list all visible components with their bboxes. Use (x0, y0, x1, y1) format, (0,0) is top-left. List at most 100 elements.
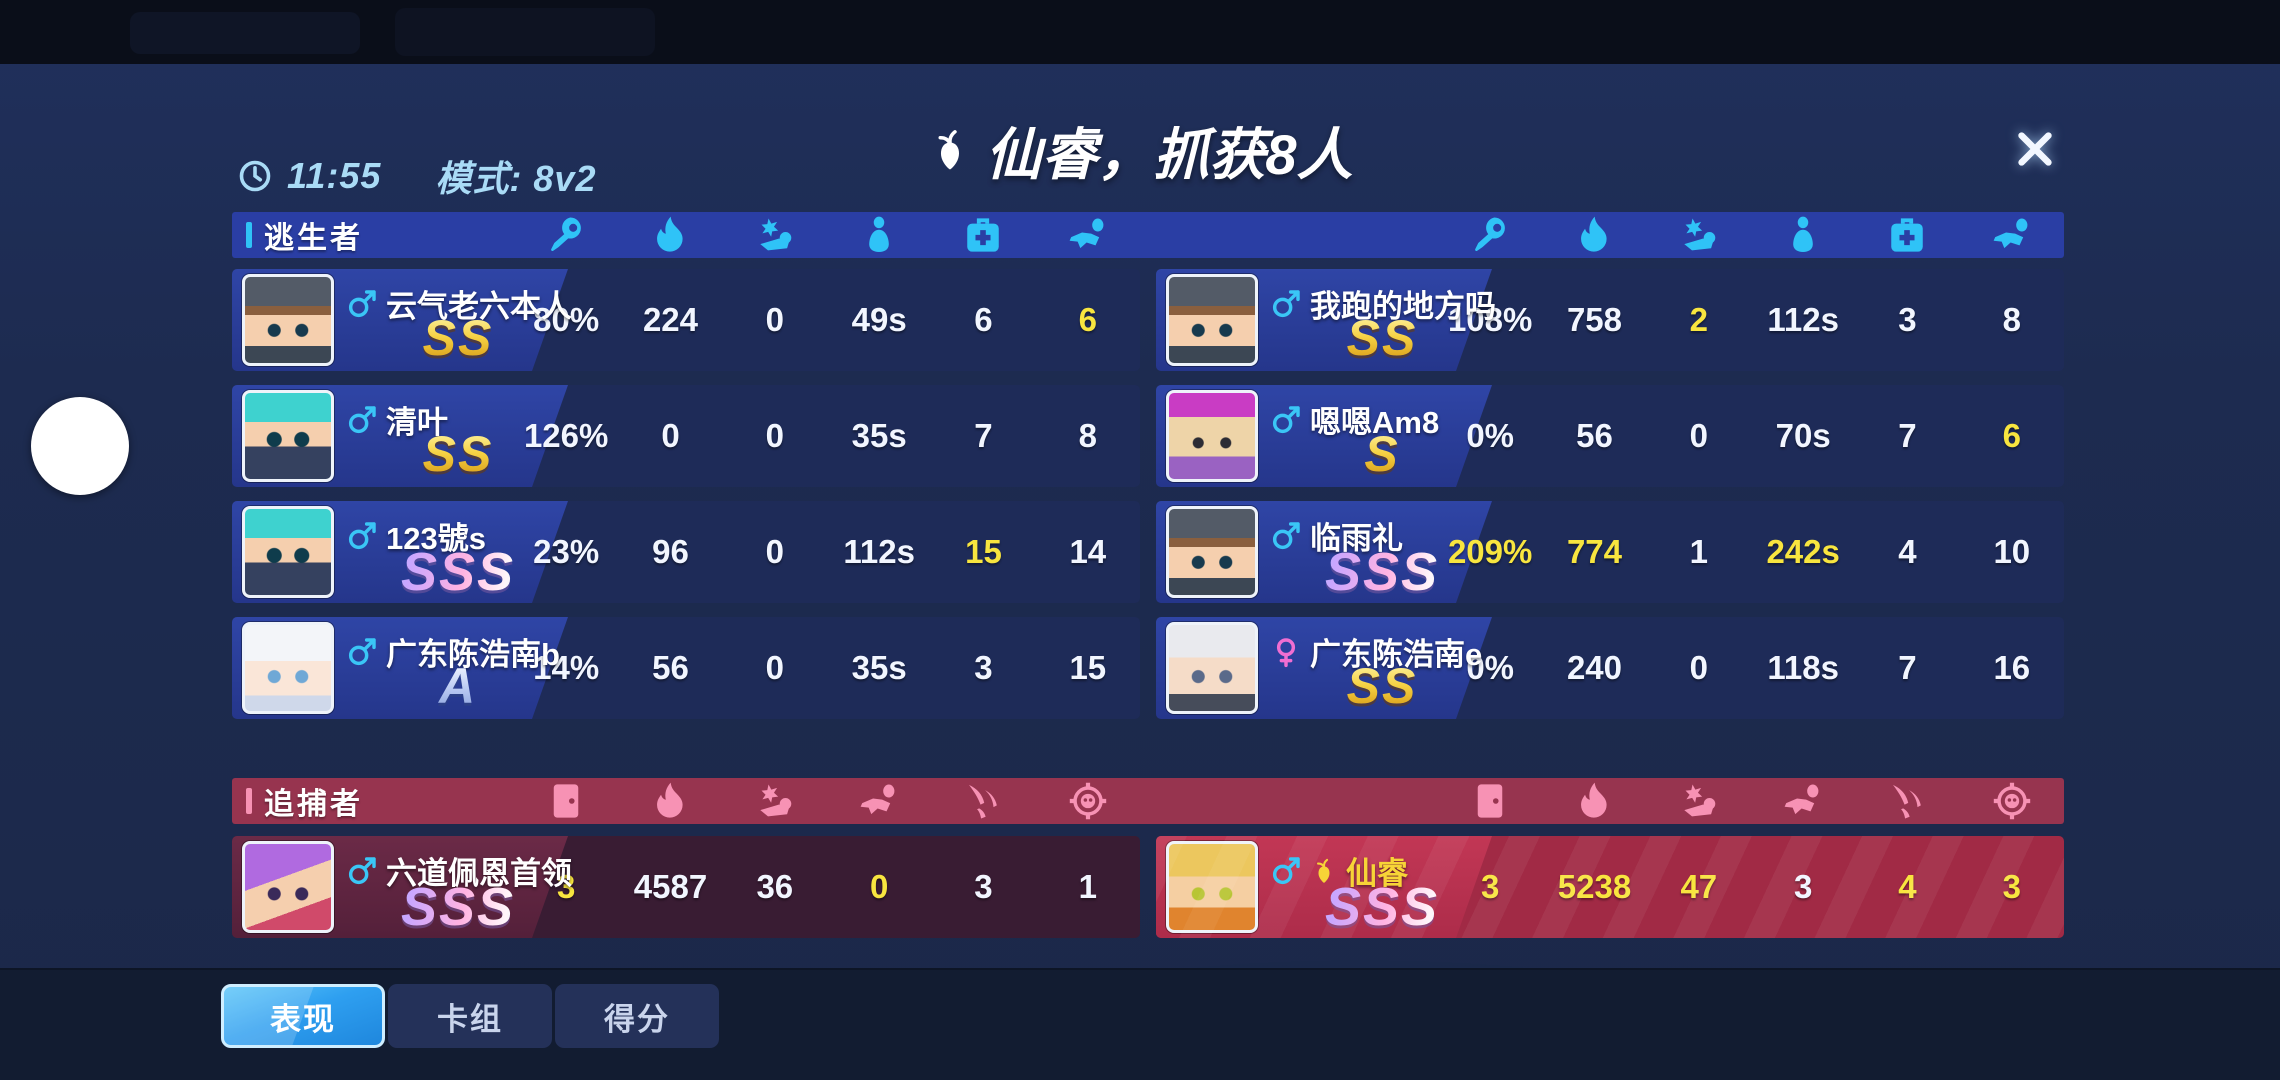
stat-column-header (1647, 778, 1751, 824)
avatar (1166, 841, 1258, 933)
male-icon (1270, 520, 1302, 552)
avatar (242, 390, 334, 482)
stat-value: 6 (1078, 301, 1097, 338)
match-mode: 模式: 8v2 (435, 158, 597, 199)
stat-value: 209% (1438, 501, 1542, 603)
stat-value: 35s (851, 417, 907, 454)
rank-badge: SSS (1264, 876, 1500, 938)
rank-badge: SSS (1264, 541, 1500, 603)
stat-column-header (618, 778, 722, 824)
stat-value: 0 (765, 301, 784, 338)
name-line: 我跑的地方吗 (1270, 281, 1496, 326)
key-icon (1469, 214, 1511, 256)
cocoon-icon (1782, 214, 1824, 256)
player-row-仙睿[interactable]: 仙睿SSS3523847343 (1156, 836, 2064, 938)
floating-assistive-button[interactable] (31, 397, 129, 495)
stat-value: 70s (1775, 417, 1831, 454)
stat-column-header (1751, 212, 1855, 258)
name-line: 清叶 (346, 397, 448, 442)
male-icon (346, 636, 378, 668)
stat-column-header (1438, 778, 1542, 824)
stat-value: 242s (1766, 533, 1840, 570)
stat-values: 0% 240 0 118s 7 16 (1438, 617, 2064, 719)
stat-value: 3 (974, 649, 993, 686)
player-row-云气老六本人[interactable]: 云气老六本人SS80% 224 0 49s 6 6 (232, 269, 1140, 371)
stat-value: 36 (756, 868, 794, 905)
tab-deck[interactable]: 卡组 (388, 984, 552, 1048)
stat-column-header (1542, 778, 1646, 824)
player-row-广东陈浩南b[interactable]: 广东陈浩南bA14% 56 0 35s 3 15 (232, 617, 1140, 719)
stat-column-header (931, 778, 1035, 824)
tab-performance[interactable]: 表现 (221, 984, 385, 1048)
player-row-嗯嗯Am8[interactable]: 嗯嗯Am8S0% 56 0 70s 7 6 (1156, 385, 2064, 487)
stat-value: 3 (974, 868, 993, 905)
stat-value: 1 (1689, 533, 1708, 570)
name-line: 云气老六本人 (346, 281, 572, 326)
flying-icon (858, 780, 900, 822)
player-row-我跑的地方吗[interactable]: 我跑的地方吗SS108% 758 2 112s 3 8 (1156, 269, 2064, 371)
rank-badge: SSS (340, 541, 576, 603)
stat-value: 4 (1898, 533, 1917, 570)
chasers-header: 追捕者 (232, 778, 2064, 824)
player-row-六道佩恩首领[interactable]: 六道佩恩首领SSS3458736031 (232, 836, 1140, 938)
stat-value: 126% (514, 385, 618, 487)
stat-value: 7 (974, 417, 993, 454)
stat-value: 0% (1438, 617, 1542, 719)
avatar (242, 841, 334, 933)
flame-icon (1573, 780, 1615, 822)
stat-value: 8 (1078, 417, 1097, 454)
stat-column-header (514, 778, 618, 824)
stat-value: 56 (1576, 417, 1613, 454)
avatar (242, 622, 334, 714)
avatar (242, 274, 334, 366)
male-icon (1270, 404, 1302, 436)
male-icon (1270, 288, 1302, 320)
stat-values: 14% 56 0 35s 3 15 (514, 617, 1140, 719)
stat-value: 0 (765, 649, 784, 686)
stat-value: 0 (1689, 417, 1708, 454)
player-rows: 六道佩恩首领SSS3458736031仙睿SSS3523847343 (232, 836, 2064, 938)
close-icon (2012, 126, 2058, 172)
player-row-广东陈浩南e[interactable]: 广东陈浩南eSS0% 240 0 118s 7 16 (1156, 617, 2064, 719)
flame-icon (649, 214, 691, 256)
stat-column-header (1960, 778, 2064, 824)
stat-column-header (1960, 212, 2064, 258)
stat-values: 108% 758 2 112s 3 8 (1438, 269, 2064, 371)
stat-value: 758 (1566, 301, 1623, 338)
male-icon (346, 404, 378, 436)
stat-value: 0 (869, 868, 889, 905)
stat-value: 1 (1078, 868, 1097, 905)
player-row-清叶[interactable]: 清叶SS126% 0 0 35s 7 8 (232, 385, 1140, 487)
stat-value: 3 (1793, 868, 1813, 905)
player-row-临雨礼[interactable]: 临雨礼SSS209% 774 1 242s 4 10 (1156, 501, 2064, 603)
name-line: 临雨礼 (1270, 513, 1403, 558)
stat-column-header (1855, 212, 1959, 258)
stat-column-header (1438, 212, 1542, 258)
stat-value: 108% (1438, 269, 1542, 371)
stat-value: 224 (642, 301, 699, 338)
stat-value: 15 (1069, 649, 1107, 686)
section-accent-bar (246, 222, 252, 248)
stat-value: 3 (2002, 868, 2021, 905)
name-line: 123號s (346, 513, 486, 558)
player-name: 仙睿 (1346, 856, 1408, 891)
player-row-123號s[interactable]: 123號sSSS23% 96 0 112s 15 14 (232, 501, 1140, 603)
name-line: 仙睿 (1270, 848, 1408, 893)
match-time: 11:55 (287, 155, 382, 196)
stat-value: 0 (765, 533, 784, 570)
stat-column-header (514, 212, 618, 258)
tab-score[interactable]: 得分 (555, 984, 719, 1048)
rank-badge: SS (1264, 309, 1500, 367)
escapers-header: 逃生者 (232, 212, 2064, 258)
rank-badge: SSS (340, 876, 576, 938)
section-accent-bar (246, 788, 252, 814)
close-button[interactable] (2004, 118, 2066, 180)
page-title: 仙睿，抓获8人 (0, 112, 2280, 188)
stat-value: 14% (514, 617, 618, 719)
flame-icon (649, 780, 691, 822)
stat-value: 16 (1993, 649, 2031, 686)
key-icon (545, 214, 587, 256)
male-icon (1270, 855, 1302, 887)
target-icon (1991, 780, 2033, 822)
stat-value: 112s (1767, 301, 1839, 338)
